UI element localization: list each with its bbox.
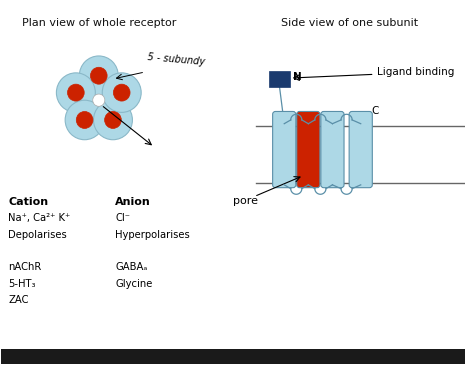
- FancyBboxPatch shape: [269, 70, 290, 88]
- Circle shape: [67, 84, 84, 101]
- Text: Na⁺, Ca²⁺ K⁺: Na⁺, Ca²⁺ K⁺: [9, 213, 71, 223]
- Text: N: N: [292, 72, 301, 82]
- Circle shape: [56, 73, 95, 112]
- Text: Hyperpolarises: Hyperpolarises: [115, 230, 190, 239]
- FancyBboxPatch shape: [321, 111, 344, 188]
- Circle shape: [93, 94, 105, 106]
- Text: Side view of one subunit: Side view of one subunit: [281, 18, 418, 28]
- Circle shape: [79, 56, 118, 96]
- Circle shape: [113, 84, 130, 101]
- Text: Anion: Anion: [115, 197, 151, 207]
- Text: nAChR: nAChR: [9, 262, 42, 272]
- FancyBboxPatch shape: [297, 111, 320, 188]
- Text: 5 - subundy: 5 - subundy: [147, 52, 206, 67]
- Text: Depolarises: Depolarises: [9, 230, 67, 239]
- Text: pore: pore: [233, 196, 258, 206]
- Circle shape: [76, 111, 93, 128]
- Text: Plan view of whole receptor: Plan view of whole receptor: [22, 18, 176, 28]
- Circle shape: [93, 100, 132, 140]
- Text: Cation: Cation: [9, 197, 48, 207]
- Circle shape: [65, 100, 104, 140]
- Text: 5-HT₃: 5-HT₃: [9, 279, 36, 289]
- FancyBboxPatch shape: [273, 111, 296, 188]
- Text: Cl⁻: Cl⁻: [115, 213, 130, 223]
- Circle shape: [105, 111, 121, 128]
- Circle shape: [102, 73, 141, 112]
- Text: ZAC: ZAC: [9, 295, 29, 306]
- Text: Ligand binding: Ligand binding: [377, 67, 454, 77]
- FancyBboxPatch shape: [349, 111, 372, 188]
- Text: Glycine: Glycine: [115, 279, 152, 289]
- Text: GABAₐ: GABAₐ: [115, 262, 147, 272]
- Circle shape: [91, 67, 107, 84]
- FancyBboxPatch shape: [1, 350, 465, 365]
- Text: C: C: [371, 106, 378, 116]
